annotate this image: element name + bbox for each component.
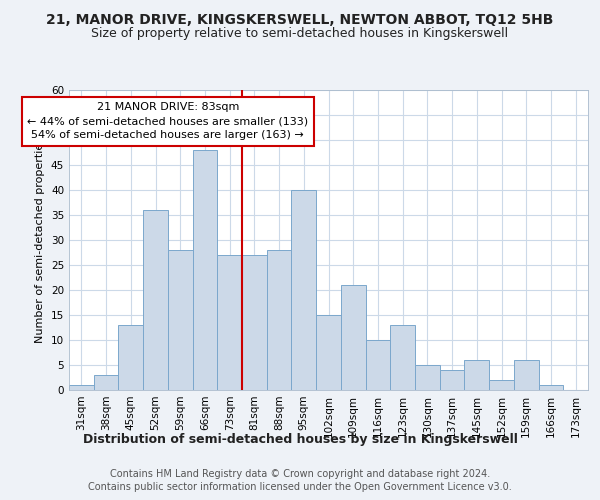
Bar [489,380,514,390]
Bar [316,315,341,390]
Bar [292,190,316,390]
Text: Distribution of semi-detached houses by size in Kingskerswell: Distribution of semi-detached houses by … [83,432,517,446]
Text: 21, MANOR DRIVE, KINGSKERSWELL, NEWTON ABBOT, TQ12 5HB: 21, MANOR DRIVE, KINGSKERSWELL, NEWTON A… [46,12,554,26]
Bar [440,370,464,390]
Text: Size of property relative to semi-detached houses in Kingskerswell: Size of property relative to semi-detach… [91,28,509,40]
Text: Contains public sector information licensed under the Open Government Licence v3: Contains public sector information licen… [88,482,512,492]
Bar [415,365,440,390]
Text: Contains HM Land Registry data © Crown copyright and database right 2024.: Contains HM Land Registry data © Crown c… [110,469,490,479]
Text: 21 MANOR DRIVE: 83sqm
← 44% of semi-detached houses are smaller (133)
54% of sem: 21 MANOR DRIVE: 83sqm ← 44% of semi-deta… [27,102,308,141]
Bar [267,250,292,390]
Bar [69,385,94,390]
Y-axis label: Number of semi-detached properties: Number of semi-detached properties [35,137,46,343]
Bar [168,250,193,390]
Bar [94,375,118,390]
Bar [143,210,168,390]
Bar [464,360,489,390]
Bar [242,255,267,390]
Bar [193,150,217,390]
Bar [217,255,242,390]
Bar [514,360,539,390]
Bar [539,385,563,390]
Bar [365,340,390,390]
Bar [118,325,143,390]
Bar [341,285,365,390]
Bar [390,325,415,390]
